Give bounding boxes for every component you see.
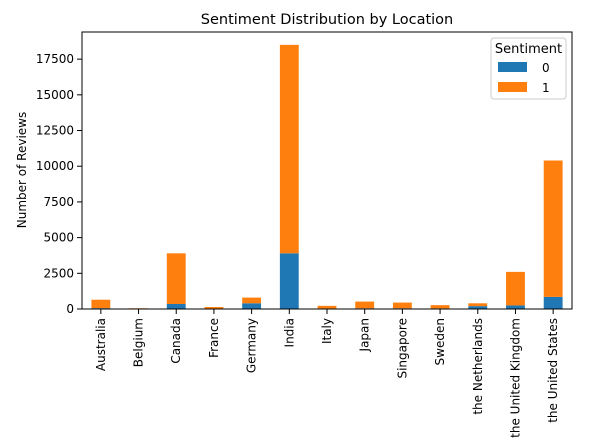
bar-canada-sentiment-1 (166, 253, 186, 304)
bar-canada-sentiment-0 (166, 304, 186, 309)
y-tick-label: 15000 (36, 88, 74, 102)
bar-the-netherlands-sentiment-1 (468, 303, 488, 307)
x-tick-label: Italy (320, 318, 334, 344)
x-axis-ticks: Australia Belgium Canada France Germany India… (94, 309, 560, 438)
bar-the-united-states-sentiment-1 (543, 160, 563, 297)
x-tick-label: India (282, 318, 296, 347)
bar-india-sentiment-1 (279, 44, 299, 254)
y-tick-label: 17500 (36, 52, 74, 66)
x-tick-label: Sweden (433, 318, 447, 365)
y-tick-label: 5000 (43, 231, 74, 245)
bar-singapore-sentiment-1 (392, 302, 412, 309)
y-tick-label: 0 (66, 302, 74, 316)
bar-the-united-states-sentiment-0 (543, 296, 563, 309)
bar-japan-sentiment-1 (355, 301, 375, 309)
x-tick-label: Australia (94, 318, 108, 371)
legend-title: Sentiment (495, 42, 562, 57)
plot-area-frame (81, 31, 573, 310)
bar-australia-sentiment-1 (91, 299, 111, 309)
chart-title: Sentiment Distribution by Location (201, 12, 453, 28)
bar-sweden-sentiment-1 (430, 305, 450, 309)
y-tick-label: 10000 (36, 159, 74, 173)
x-tick-label: Belgium (132, 318, 146, 367)
legend-label-0: 0 (542, 61, 550, 75)
legend-label-1: 1 (542, 81, 550, 95)
x-tick-label: Singapore (395, 318, 409, 379)
x-tick-label: Germany (245, 318, 259, 373)
x-tick-label: Canada (169, 318, 183, 364)
y-tick-label: 7500 (43, 195, 74, 209)
y-axis-label: Number of Reviews (15, 112, 29, 228)
bar-the-united-kingdom-sentiment-1 (506, 271, 525, 306)
x-tick-label: the Netherlands (471, 318, 485, 415)
legend: Sentiment 0 1 (490, 37, 567, 100)
x-tick-label: France (207, 318, 221, 358)
bar-the-netherlands-sentiment-0 (468, 306, 488, 309)
bar-france-sentiment-1 (204, 307, 224, 309)
legend-swatch-0 (498, 62, 527, 72)
x-tick-label: the United States (546, 318, 560, 423)
bar-the-united-kingdom-sentiment-0 (506, 305, 525, 309)
y-axis-ticks: 0 2500 5000 7500 10000 12500 15000 17500 (36, 52, 82, 316)
bar-germany-sentiment-1 (242, 297, 262, 304)
y-tick-label: 12500 (36, 124, 74, 138)
y-tick-label: 2500 (43, 266, 74, 280)
bars (91, 44, 563, 309)
legend-swatch-1 (498, 82, 527, 92)
bar-italy-sentiment-1 (317, 305, 337, 309)
bar-germany-sentiment-0 (242, 303, 262, 309)
x-tick-label: Japan (358, 318, 372, 352)
x-tick-label: the United Kingdom (508, 318, 522, 438)
bar-india-sentiment-0 (279, 253, 299, 309)
